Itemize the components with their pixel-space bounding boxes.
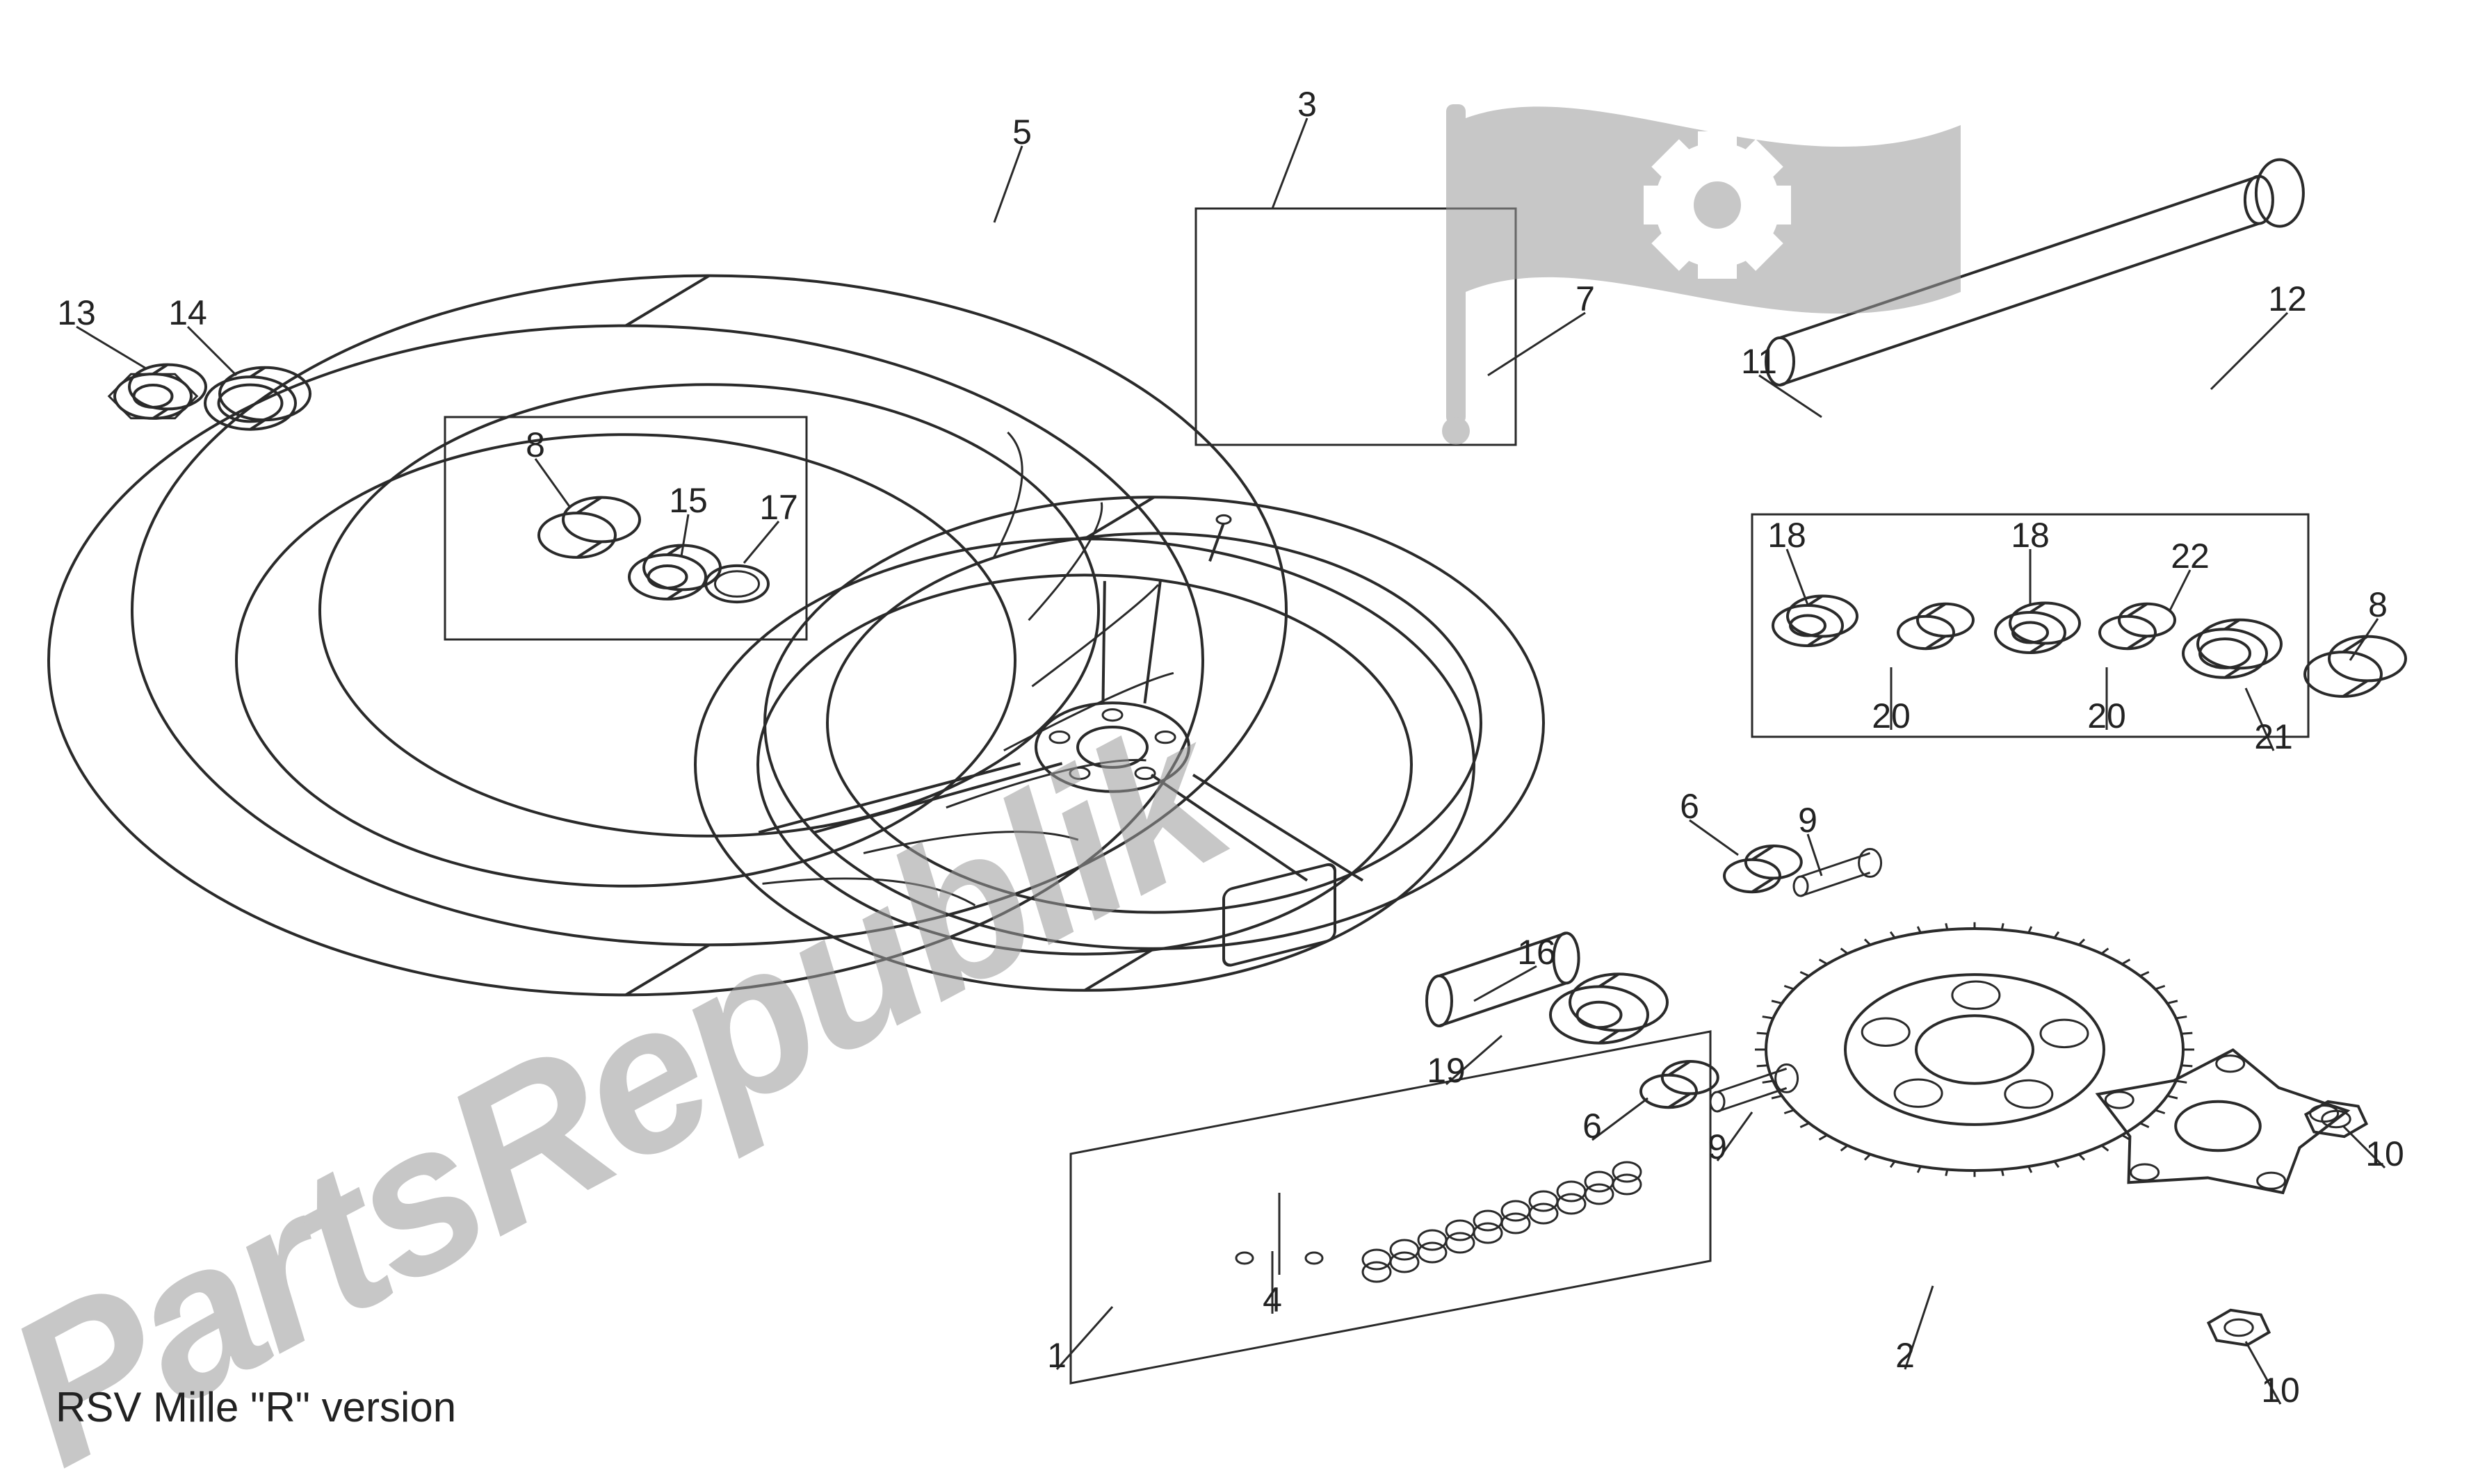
- callout-1: 1: [1047, 1335, 1067, 1376]
- callout-22: 22: [2171, 536, 2210, 576]
- callout-10: 10: [2365, 1134, 2404, 1174]
- callout-20: 20: [2087, 696, 2126, 736]
- callout-15: 15: [669, 480, 708, 521]
- callout-7: 7: [1575, 279, 1595, 319]
- wheel-axle: [1766, 160, 2303, 385]
- callout-6: 6: [1680, 786, 1699, 826]
- callout-10: 10: [2261, 1370, 2300, 1410]
- version-caption: RSV Mille "R" version: [56, 1383, 456, 1431]
- callout-16: 16: [1517, 932, 1556, 972]
- callout-17: 17: [759, 487, 798, 528]
- callout-19: 19: [1427, 1050, 1466, 1091]
- callout-leaders: [76, 118, 2385, 1404]
- callout-18: 18: [1767, 515, 1806, 555]
- callout-21: 21: [2254, 717, 2293, 757]
- callout-6: 6: [1582, 1106, 1602, 1146]
- callout-2: 2: [1895, 1335, 1915, 1376]
- exploded-diagram: [0, 0, 2487, 1484]
- group-boxes: [445, 209, 2308, 737]
- rear-sprocket: [1755, 922, 2194, 1177]
- rear-wheel-rim: [695, 497, 1544, 990]
- callout-3: 3: [1297, 84, 1317, 124]
- tire: [49, 276, 1286, 995]
- callout-13: 13: [57, 293, 96, 333]
- callout-14: 14: [168, 293, 207, 333]
- callout-8: 8: [526, 425, 545, 465]
- callout-20: 20: [1872, 696, 1911, 736]
- callout-18: 18: [2011, 515, 2050, 555]
- callout-4: 4: [1263, 1280, 1282, 1320]
- callout-5: 5: [1012, 112, 1032, 152]
- callout-9: 9: [1798, 800, 1817, 840]
- callout-11: 11: [1741, 341, 1777, 382]
- callout-9: 9: [1708, 1127, 1727, 1167]
- callout-12: 12: [2268, 279, 2307, 319]
- callout-8: 8: [2368, 585, 2388, 625]
